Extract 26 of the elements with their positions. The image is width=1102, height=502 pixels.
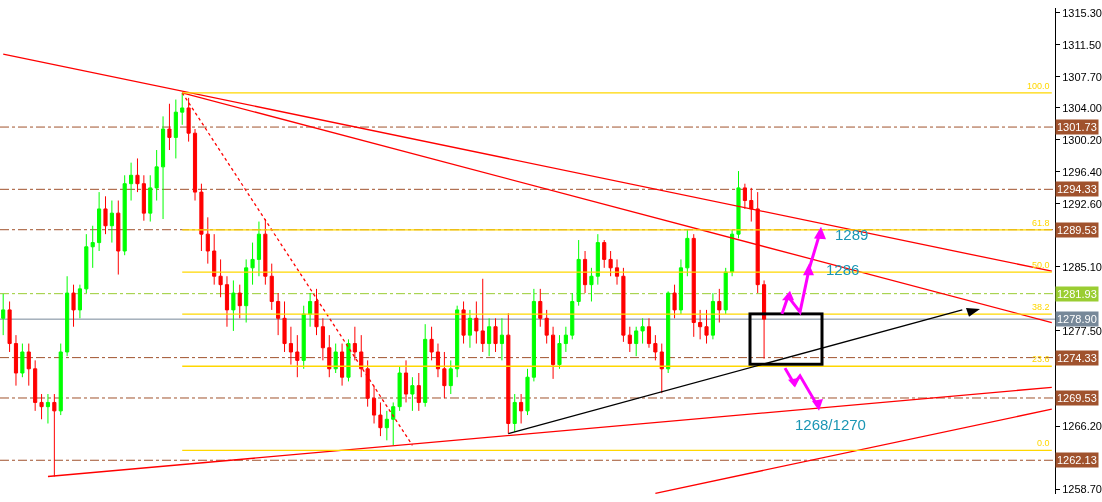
- y-tick-label: 1300.20: [1062, 133, 1102, 146]
- y-tick-label: 1304.00: [1062, 101, 1102, 114]
- ref-line-label: 1289.53: [1057, 224, 1097, 236]
- y-tick-label: 1285.10: [1062, 260, 1102, 273]
- ref-line-label: 1274.33: [1057, 352, 1097, 364]
- series-label: 100.0: [1027, 81, 1050, 91]
- ref-line-label: 1269.53: [1057, 392, 1097, 404]
- y-tick-label: 1266.20: [1062, 419, 1102, 432]
- series-label: 61.8: [1032, 218, 1050, 228]
- y-tick-label: 1292.60: [1062, 197, 1102, 210]
- y-tick-label: 1258.70: [1062, 482, 1102, 495]
- annotation: 1289: [835, 226, 869, 243]
- y-tick-label: 1315.30: [1062, 6, 1102, 19]
- y-tick-label: 1311.50: [1062, 38, 1102, 51]
- ref-line-label: 1262.13: [1057, 454, 1097, 466]
- series-label: 0.0: [1037, 438, 1050, 448]
- ref-line-label: 1278.90: [1057, 313, 1097, 325]
- y-tick-label: 1296.40: [1062, 165, 1102, 178]
- y-tick-label: 1277.50: [1062, 324, 1102, 337]
- ref-line-label: 1294.33: [1057, 183, 1097, 195]
- annotation: 1268/1270: [795, 416, 866, 433]
- y-tick-label: 1307.70: [1062, 70, 1102, 83]
- ref-line-label: 1301.73: [1057, 121, 1097, 133]
- series-label: 50.0: [1032, 260, 1050, 270]
- ref-line-label: 1281.93: [1057, 288, 1097, 300]
- series-label: 38.2: [1032, 302, 1050, 312]
